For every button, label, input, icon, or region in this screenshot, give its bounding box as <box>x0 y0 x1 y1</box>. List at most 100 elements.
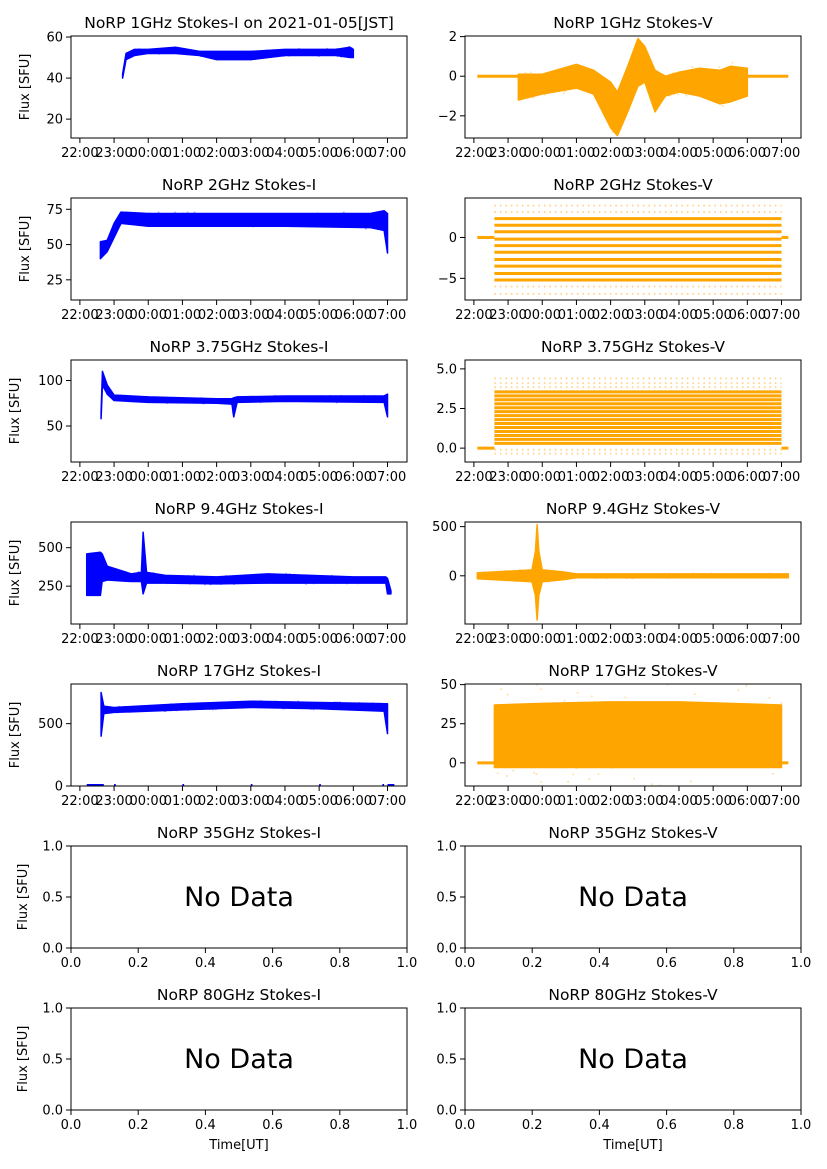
x-tick-label: 07:00 <box>369 470 406 485</box>
x-tick-label: 03:00 <box>232 146 269 161</box>
y-axis-label: Flux [SFU] <box>8 378 23 445</box>
x-tick-label: 04:00 <box>660 632 697 647</box>
y-tick-label: 0.5 <box>436 1053 457 1068</box>
y-tick-label: −2 <box>438 109 457 124</box>
data-point <box>780 701 783 704</box>
axes-frame <box>464 521 802 625</box>
x-tick-label: 0.0 <box>455 956 476 971</box>
data-point <box>771 772 774 775</box>
y-tick-label: 75 <box>46 203 63 218</box>
x-tick-label: 05:00 <box>300 794 337 809</box>
x-tick-label: 0.0 <box>61 956 82 971</box>
data-point <box>540 781 543 784</box>
x-tick-label: 22:00 <box>455 632 492 647</box>
x-tick-label: 00:00 <box>130 470 167 485</box>
x-axis-label: Time[UT] <box>602 1138 662 1153</box>
data-point <box>524 71 527 74</box>
subplot-17ghz-i: 22:0023:0000:0001:0002:0003:0004:0005:00… <box>8 662 408 809</box>
x-tick-label: 02:00 <box>198 470 235 485</box>
plot-area <box>99 209 389 260</box>
x-tick-label: 22:00 <box>61 146 98 161</box>
subplot-title: NoRP 17GHz Stokes-V <box>548 662 718 680</box>
data-envelope <box>85 531 392 597</box>
x-tick-label: 23:00 <box>489 794 526 809</box>
x-tick-label: 03:00 <box>232 308 269 323</box>
x-tick-label: 03:00 <box>626 146 663 161</box>
subplot-9p4ghz-i: 22:0023:0000:0001:0002:0003:0004:0005:00… <box>8 500 408 647</box>
x-tick-label: 04:00 <box>660 470 697 485</box>
x-tick-label: 0.4 <box>195 956 216 971</box>
y-tick-label: 0 <box>449 756 457 771</box>
plot-area <box>477 204 789 295</box>
x-tick-label: 23:00 <box>489 470 526 485</box>
x-tick-label: 06:00 <box>729 632 766 647</box>
y-tick-label: 0 <box>449 231 457 246</box>
data-point <box>500 688 503 691</box>
plot-area <box>85 531 392 597</box>
x-tick-label: 01:00 <box>164 794 201 809</box>
x-tick-label: 06:00 <box>335 308 372 323</box>
data-point <box>731 61 734 64</box>
x-tick-label: 22:00 <box>61 470 98 485</box>
data-point <box>597 772 600 775</box>
plot-area <box>100 370 389 420</box>
x-tick-label: 00:00 <box>524 470 561 485</box>
x-tick-label: 0.8 <box>723 956 744 971</box>
x-tick-label: 01:00 <box>164 308 201 323</box>
data-point <box>535 773 538 776</box>
subplot-17ghz-v: 22:0023:0000:0001:0002:0003:0004:0005:00… <box>440 662 802 809</box>
x-tick-label: 01:00 <box>558 308 595 323</box>
x-tick-label: 03:00 <box>232 794 269 809</box>
y-axis-label: Flux [SFU] <box>16 864 31 931</box>
x-tick-label: 05:00 <box>300 146 337 161</box>
y-tick-label: 0 <box>449 569 457 584</box>
y-axis-label: Flux [SFU] <box>8 540 23 607</box>
x-tick-label: 0.8 <box>329 1118 350 1133</box>
y-tick-label: 1.0 <box>436 1002 457 1017</box>
x-tick-label: 03:00 <box>626 632 663 647</box>
x-tick-label: 23:00 <box>95 794 132 809</box>
data-point <box>563 699 566 702</box>
y-tick-label: 50 <box>46 238 63 253</box>
y-tick-label: 2 <box>449 30 457 45</box>
x-tick-label: 04:00 <box>660 794 697 809</box>
x-tick-label: 0.2 <box>128 1118 149 1133</box>
plot-area <box>476 523 790 621</box>
data-point <box>633 777 636 780</box>
x-tick-label: 02:00 <box>592 146 629 161</box>
data-point <box>718 66 721 69</box>
x-tick-label: 0.8 <box>723 1118 744 1133</box>
plot-area <box>121 45 355 79</box>
x-tick-label: 0.4 <box>589 1118 610 1133</box>
x-tick-label: 07:00 <box>369 794 406 809</box>
no-data-label: No Data <box>184 882 294 913</box>
plot-area <box>477 37 789 137</box>
data-point <box>506 693 509 696</box>
x-tick-label: 22:00 <box>455 308 492 323</box>
axes-frame <box>464 197 802 301</box>
x-tick-label: 0.2 <box>522 956 543 971</box>
x-tick-label: 01:00 <box>558 470 595 485</box>
data-point <box>768 697 771 700</box>
subplot-1ghz-v: 22:0023:0000:0001:0002:0003:0004:0005:00… <box>438 14 802 161</box>
y-tick-label: 1.0 <box>436 840 457 855</box>
x-tick-label: 06:00 <box>729 470 766 485</box>
x-tick-label: 00:00 <box>130 308 167 323</box>
subplot-2ghz-v: 22:0023:0000:0001:0002:0003:0004:0005:00… <box>438 176 802 323</box>
subplot-80ghz-v: No Data 0.0 0.2 0.4 0.6 0.8 1.0 0.0 0.5 1.0 NoRP 8… <box>436 986 811 1153</box>
data-point <box>685 94 688 97</box>
x-tick-label: 01:00 <box>164 146 201 161</box>
subplot-80ghz-i: No Data 0.0 0.2 0.4 0.6 0.8 1.0 0.0 0.5 1.0 NoRP 8… <box>16 986 417 1153</box>
x-tick-label: 04:00 <box>266 470 303 485</box>
subplot-title: NoRP 35GHz Stokes-I <box>157 824 321 842</box>
x-tick-label: 23:00 <box>95 632 132 647</box>
data-point <box>533 771 536 774</box>
y-tick-label: 0.0 <box>42 942 63 957</box>
subplot-title: NoRP 2GHz Stokes-I <box>162 176 316 194</box>
data-point <box>496 772 499 775</box>
x-tick-label: 22:00 <box>455 794 492 809</box>
x-tick-label: 06:00 <box>335 632 372 647</box>
axes-frame <box>70 35 408 139</box>
subplot-title: NoRP 9.4GHz Stokes-I <box>154 500 323 518</box>
